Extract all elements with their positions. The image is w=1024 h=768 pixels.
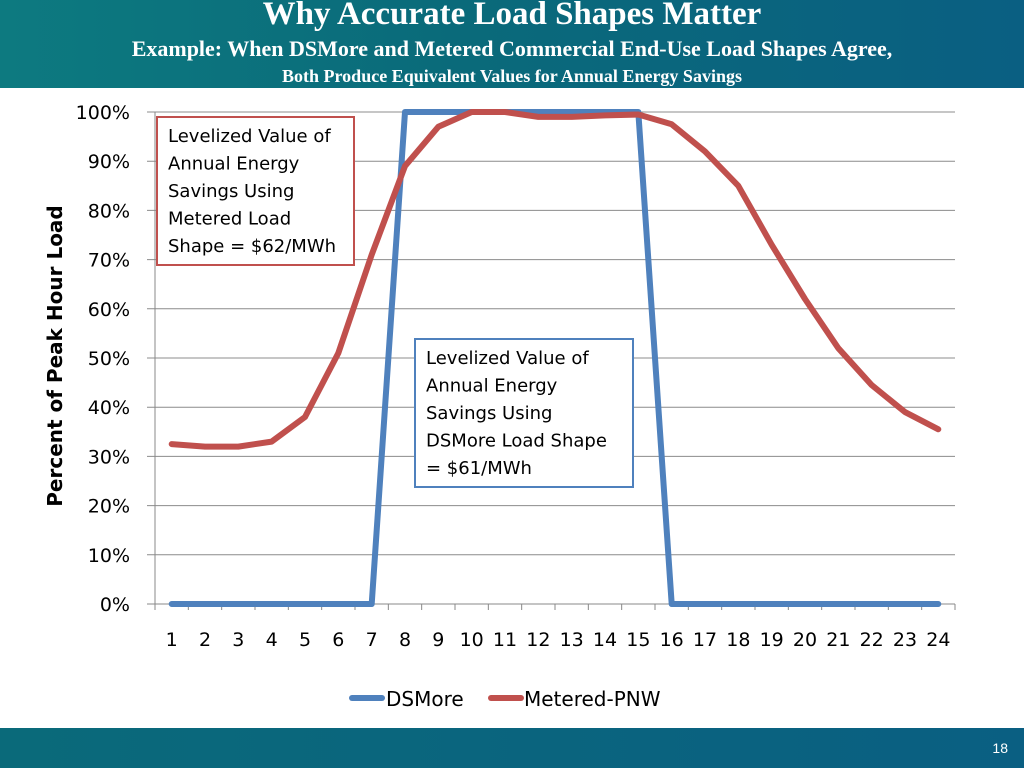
slide-title: Why Accurate Load Shapes Matter	[262, 0, 762, 32]
x-tick-label: 5	[299, 629, 311, 651]
x-tick-label: 14	[593, 629, 617, 651]
annotation-border	[156, 116, 355, 266]
x-tick-label: 20	[793, 629, 817, 651]
x-tick-label: 21	[826, 629, 850, 651]
x-tick-label: 12	[526, 629, 550, 651]
legend-label-metered-pnw: Metered-PNW	[524, 687, 661, 711]
annotation-line: Annual Energy	[426, 376, 558, 397]
x-tick-label: 9	[432, 629, 444, 651]
y-tick-label: 70%	[88, 250, 130, 272]
y-axis-title: Percent of Peak Hour Load	[43, 205, 67, 507]
y-tick-label: 20%	[88, 496, 130, 518]
x-tick-label: 3	[232, 629, 244, 651]
legend-label-dsmore: DSMore	[386, 687, 464, 711]
annotation-box: Levelized Value of Annual Energy Savings U…	[156, 116, 355, 266]
annotation-line: Annual Energy	[168, 154, 300, 175]
x-tick-label: 8	[399, 629, 411, 651]
annotation-line: Savings Using	[426, 403, 552, 424]
y-tick-label: 90%	[88, 151, 130, 173]
annotation-line: Shape = $62/MWh	[168, 236, 336, 257]
slide-subtitle-line-2: Both Produce Equivalent Values for Annua…	[282, 66, 742, 86]
series-lines	[168, 109, 942, 607]
annotation-line: Metered Load	[168, 209, 291, 230]
slide-subtitle-line-1: Example: When DSMore and Metered Commerc…	[131, 36, 893, 61]
annotation-line: DSMore Load Shape	[426, 431, 607, 452]
x-tick-label: 11	[493, 629, 517, 651]
x-tick-label: 2	[199, 629, 211, 651]
x-tick-label: 10	[460, 629, 484, 651]
annotation-line: Savings Using	[168, 181, 294, 202]
x-tick-label: 4	[266, 629, 278, 651]
y-tick-label: 40%	[88, 397, 130, 419]
x-tick-label: 17	[693, 629, 717, 651]
annotation-border	[414, 338, 634, 488]
legend: DSMore Metered-PNW	[349, 687, 661, 711]
x-tick-label: 13	[560, 629, 584, 651]
y-tick-label: 10%	[88, 545, 130, 567]
y-tick-labels: 0% 10% 20% 30% 40% 50% 60% 70% 80% 90% 100%	[76, 102, 130, 616]
annotation-line: Levelized Value of	[168, 126, 331, 147]
annotations: Levelized Value of Annual Energy Savings U…	[156, 116, 634, 488]
y-tick-label: 60%	[88, 299, 130, 321]
metered-pnw-line	[168, 109, 942, 450]
x-tick-label: 15	[626, 629, 650, 651]
x-tick-label: 1	[166, 629, 178, 651]
x-tick-label: 23	[893, 629, 917, 651]
annotation-line: Levelized Value of	[426, 348, 589, 369]
gridlines	[147, 111, 955, 605]
y-tick-label: 0%	[100, 594, 130, 616]
annotation-box: Levelized Value of Annual Energy Savings U…	[414, 338, 634, 488]
x-tick-label: 22	[860, 629, 884, 651]
y-tick-label: 100%	[76, 102, 130, 124]
x-tick-label: 16	[660, 629, 684, 651]
dsmore-line	[168, 109, 942, 607]
y-tick-label: 80%	[88, 200, 130, 222]
x-tick-labels: 1 2 3 4 5 6 7 8 9 10 11 12 13 14 15 16 17 18 19 20 21 22 23 24	[166, 629, 951, 651]
slide-header: Why Accurate Load Shapes Matter Example:…	[0, 0, 1024, 88]
y-tick-label: 30%	[88, 446, 130, 468]
x-tick-label: 19	[760, 629, 784, 651]
x-tick-label: 24	[926, 629, 950, 651]
page-number: 18	[992, 740, 1008, 756]
x-tick-label: 18	[726, 629, 750, 651]
x-tick-label: 7	[366, 629, 378, 651]
x-tick-label: 6	[332, 629, 344, 651]
annotation-line: = $61/MWh	[426, 458, 532, 479]
slide-footer: 18	[0, 728, 1024, 768]
y-tick-label: 50%	[88, 348, 130, 370]
